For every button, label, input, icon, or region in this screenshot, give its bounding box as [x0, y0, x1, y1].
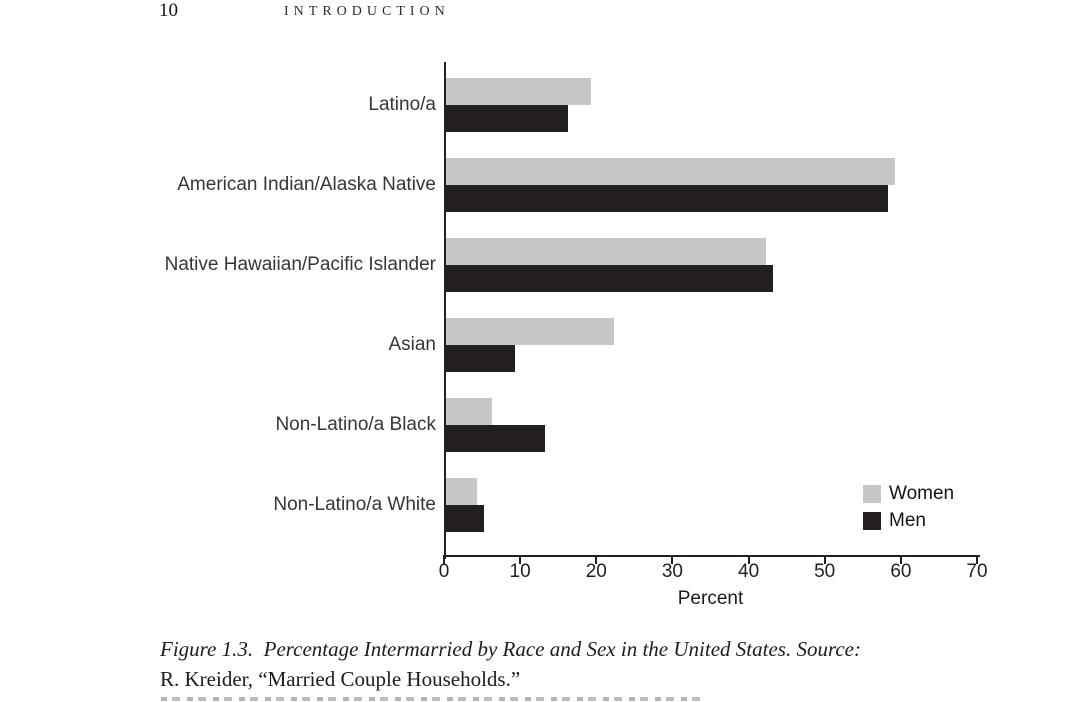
- category-label-non-latino-a-black: Non-Latino/a Black: [275, 414, 436, 435]
- legend-label-men: Men: [889, 509, 926, 531]
- legend-item-women: Women: [863, 480, 954, 507]
- x-tick-50: [823, 555, 826, 564]
- category-label-asian: Asian: [388, 334, 436, 355]
- x-tick-label-30: 30: [661, 561, 683, 582]
- page-number: 10: [159, 0, 178, 21]
- x-tick-label-70: 70: [966, 561, 988, 582]
- category-label-native-hawaiian-pacific-islander: Native Hawaiian/Pacific Islander: [164, 254, 436, 275]
- x-tick-label-0: 0: [438, 561, 450, 582]
- x-tick-0: [443, 555, 445, 564]
- bar-women-latino-a: [446, 78, 591, 105]
- x-tick-20: [595, 555, 598, 564]
- legend-item-men: Men: [863, 507, 954, 534]
- legend-label-women: Women: [889, 482, 955, 504]
- y-axis-line: [444, 62, 446, 559]
- bar-women-asian: [446, 318, 614, 345]
- figure-caption: Figure 1.3. Percentage Intermarried by R…: [160, 634, 960, 694]
- legend: Women Men: [863, 480, 954, 534]
- bar-men-latino-a: [446, 105, 568, 132]
- x-axis-title: Percent: [677, 588, 744, 609]
- running-head: INTRODUCTION: [284, 4, 450, 19]
- caption-line-1: Figure 1.3. Percentage Intermarried by R…: [160, 637, 861, 661]
- x-tick-label-50: 50: [814, 561, 836, 582]
- x-tick-70: [976, 555, 978, 564]
- bar-men-american-indian-alaska-native: [446, 185, 888, 212]
- x-tick-label-20: 20: [585, 561, 607, 582]
- clipped-next-text-line: [161, 697, 706, 701]
- bar-men-non-latino-a-black: [446, 425, 545, 452]
- x-axis-line: [443, 555, 980, 557]
- x-tick-40: [747, 555, 750, 564]
- bar-men-native-hawaiian-pacific-islander: [446, 265, 774, 292]
- x-tick-label-40: 40: [738, 561, 760, 582]
- x-tick-30: [671, 555, 674, 564]
- caption-line-2: R. Kreider, “Married Couple Households.”: [160, 667, 521, 691]
- x-tick-60: [899, 555, 902, 564]
- x-tick-10: [519, 555, 522, 564]
- women-swatch-icon: [863, 484, 881, 503]
- category-label-latino-a: Latino/a: [368, 94, 436, 115]
- bar-women-american-indian-alaska-native: [446, 158, 896, 185]
- bar-women-native-hawaiian-pacific-islander: [446, 238, 766, 265]
- bar-men-asian: [446, 345, 515, 372]
- bar-women-non-latino-a-white: [446, 478, 477, 505]
- bar-men-non-latino-a-white: [446, 505, 485, 532]
- x-tick-label-10: 10: [509, 561, 531, 582]
- men-swatch-icon: [863, 511, 881, 530]
- intermarriage-bar-chart: Percent Women Men Latino/a American India…: [164, 62, 988, 609]
- category-label-non-latino-a-white: Non-Latino/a White: [273, 494, 436, 515]
- x-tick-label-60: 60: [890, 561, 912, 582]
- bar-women-non-latino-a-black: [446, 398, 492, 425]
- category-label-american-indian-alaska-native: American Indian/Alaska Native: [177, 174, 436, 195]
